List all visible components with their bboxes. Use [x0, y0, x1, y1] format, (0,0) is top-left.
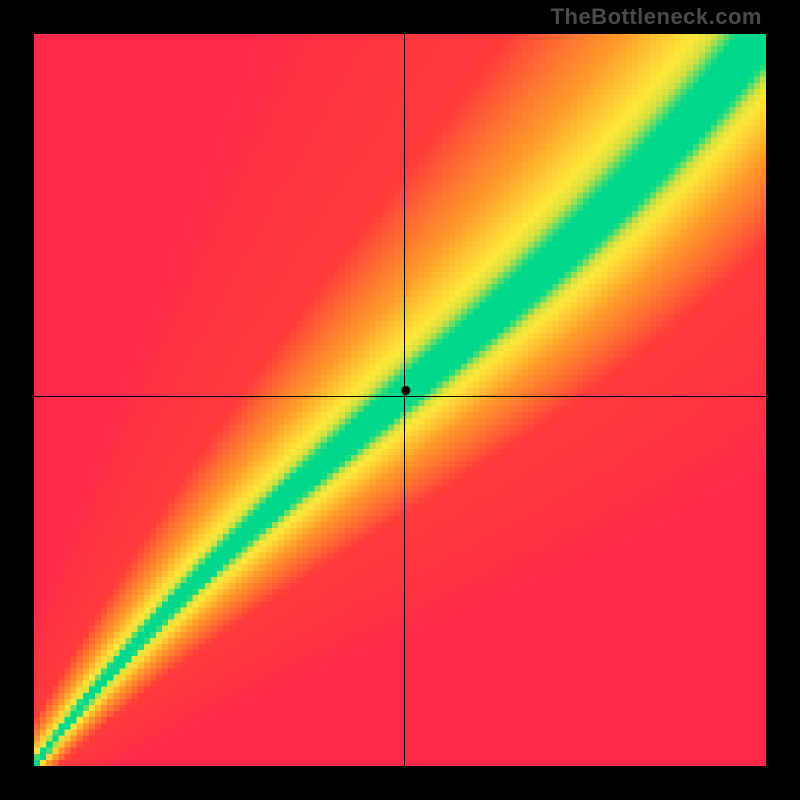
plot-area [34, 34, 766, 766]
crosshair-vertical [404, 34, 405, 766]
marker-overlay [34, 34, 766, 766]
watermark-text: TheBottleneck.com [551, 4, 762, 30]
crosshair-horizontal [34, 396, 766, 397]
